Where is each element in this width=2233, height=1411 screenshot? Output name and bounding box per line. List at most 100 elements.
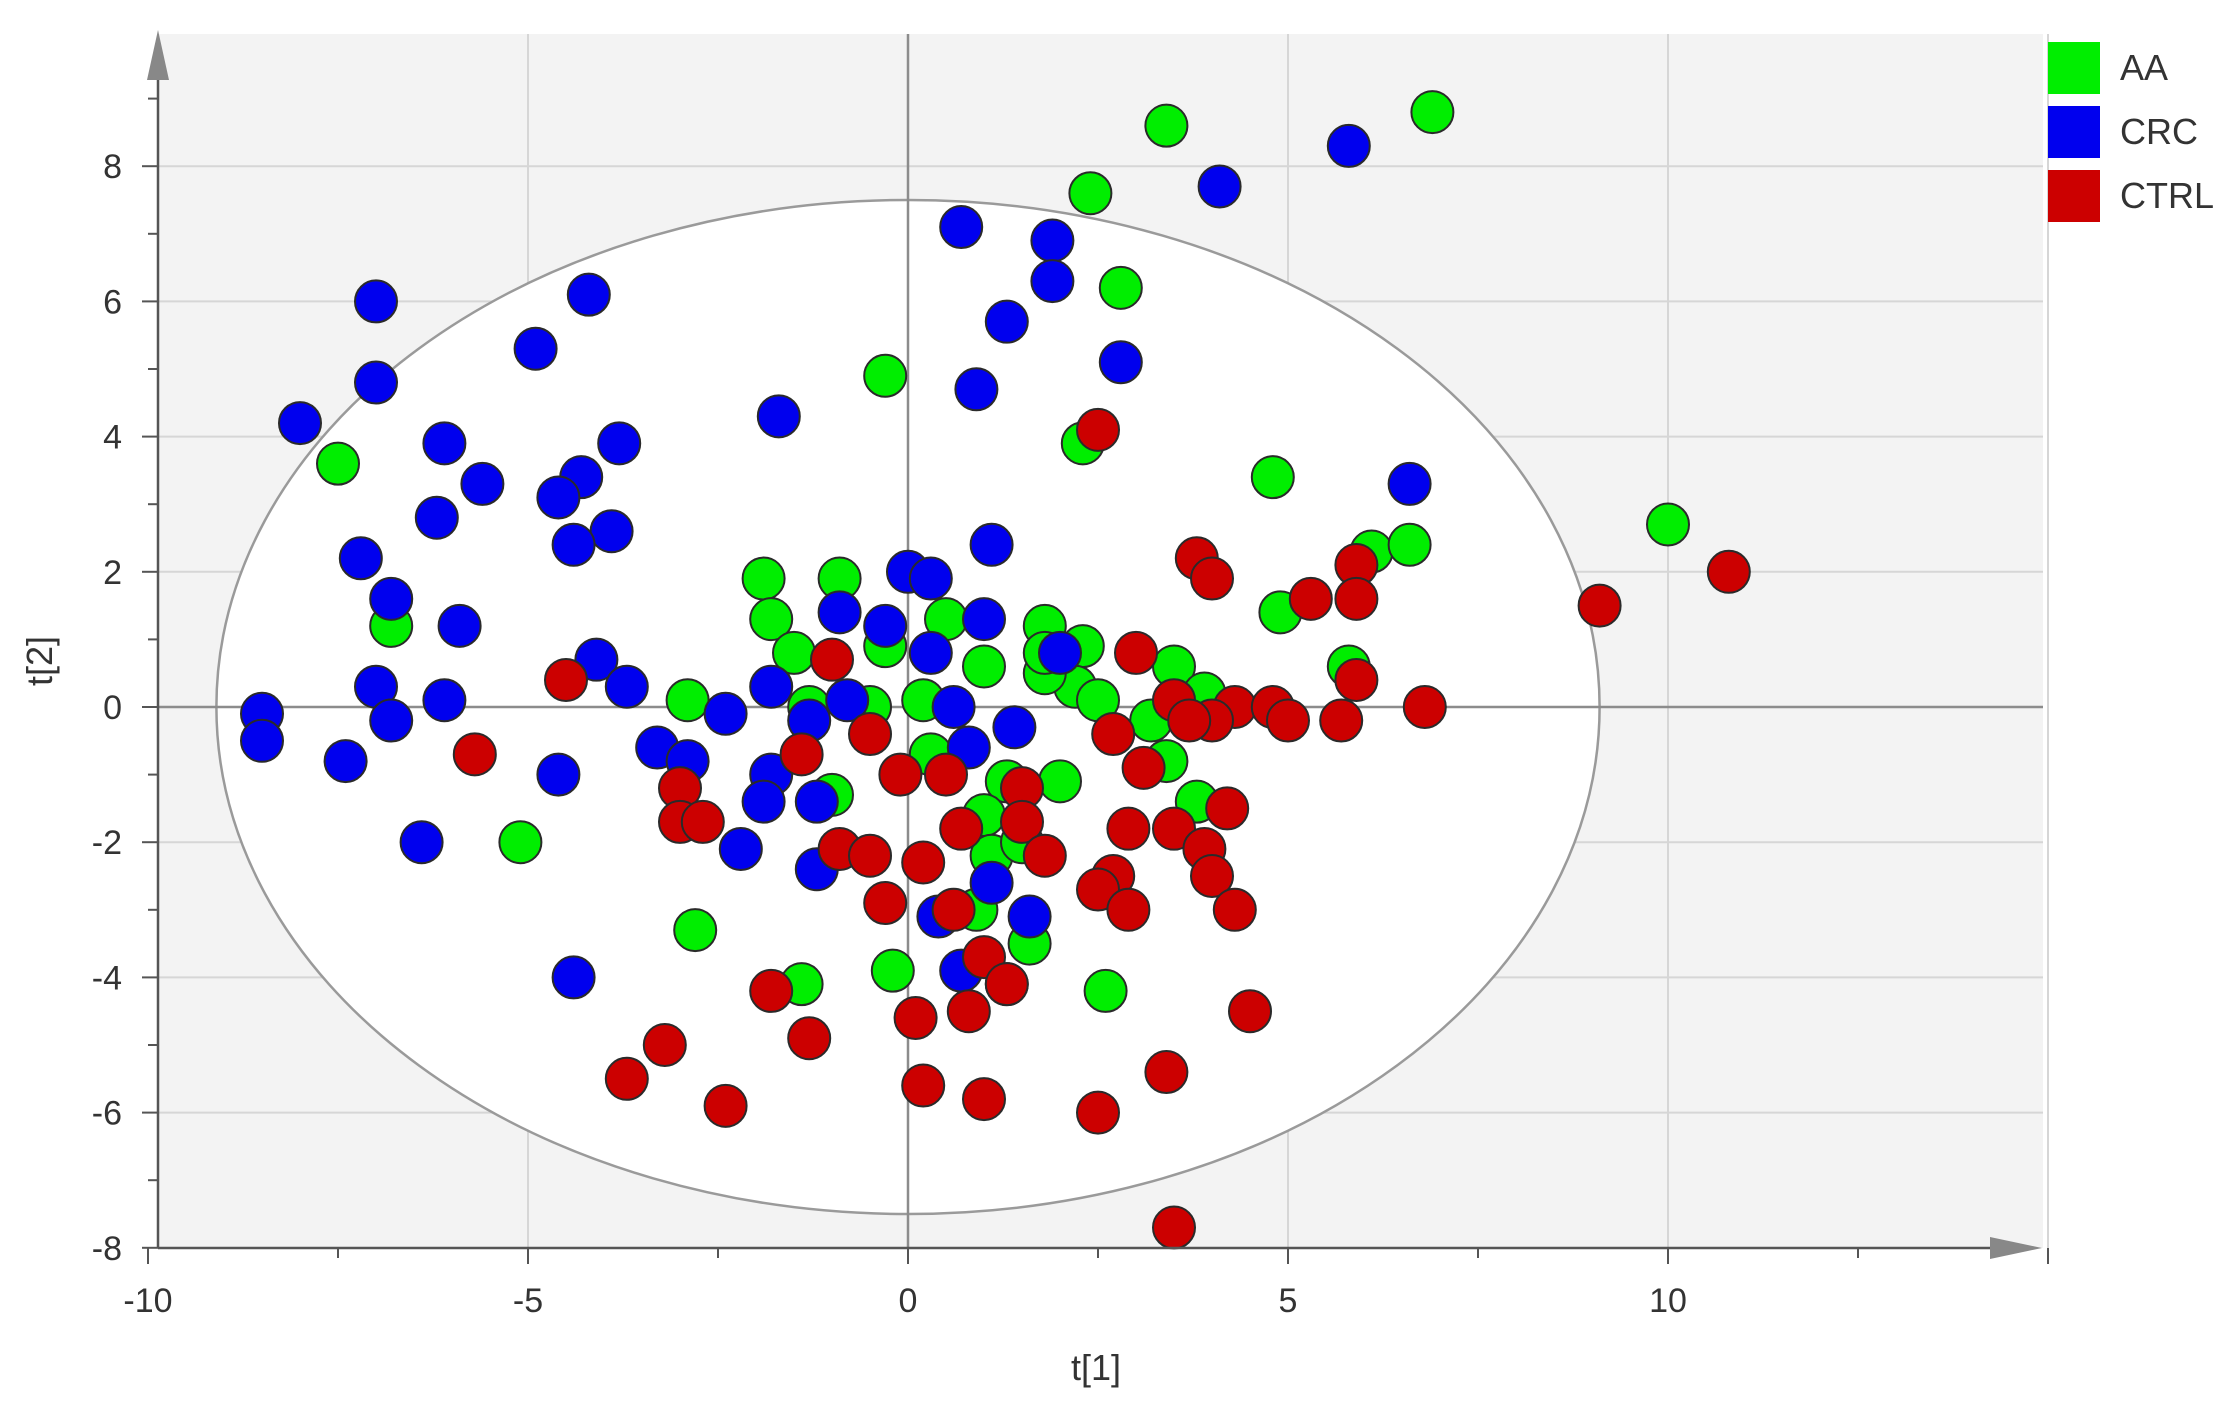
point-crc (589, 509, 634, 554)
point-ctrl (1205, 786, 1250, 831)
point-crc (1387, 461, 1432, 506)
point-ctrl (604, 1056, 649, 1101)
point-aa (1387, 522, 1432, 567)
point-crc (1197, 164, 1242, 209)
legend-swatch-aa (2048, 42, 2100, 94)
point-crc (1098, 340, 1143, 385)
point-ctrl (1212, 887, 1257, 932)
point-crc (414, 495, 459, 540)
point-ctrl (901, 840, 946, 885)
point-aa (316, 441, 360, 486)
point-ctrl (939, 806, 984, 851)
x-axis-label: t[1] (1071, 1347, 1121, 1388)
point-crc (749, 664, 794, 709)
point-crc (323, 739, 368, 784)
legend-label-ctrl: CTRL (2120, 175, 2215, 216)
x-tick-label: 0 (899, 1282, 918, 1320)
point-crc (437, 603, 482, 648)
point-ctrl (893, 995, 938, 1040)
point-crc (354, 360, 398, 405)
point-aa (863, 353, 908, 398)
x-tick-label: 10 (1649, 1282, 1687, 1320)
y-tick-label: -4 (92, 959, 122, 997)
point-crc (278, 401, 322, 446)
point-aa (962, 644, 1006, 689)
y-tick-label: -8 (92, 1230, 122, 1268)
point-aa (1083, 968, 1128, 1013)
y-tick-label: 2 (103, 554, 122, 592)
legend-label-aa: AA (2120, 47, 2169, 88)
point-ctrl (1022, 833, 1067, 878)
point-crc (794, 779, 839, 824)
point-crc (422, 678, 467, 723)
point-ctrl (779, 732, 824, 777)
point-crc (354, 279, 398, 324)
point-ctrl (1076, 1090, 1120, 1135)
point-crc (703, 691, 748, 736)
point-crc (954, 367, 999, 412)
point-crc (513, 326, 558, 371)
point-ctrl (749, 968, 794, 1013)
point-ctrl (1152, 1205, 1196, 1250)
point-ctrl (1288, 576, 1333, 621)
point-crc (369, 698, 414, 743)
point-ctrl (452, 732, 497, 777)
point-ctrl (848, 833, 892, 878)
y-axis-arrow (147, 30, 169, 80)
point-ctrl (1190, 556, 1234, 601)
point-ctrl (1000, 799, 1044, 844)
point-ctrl (1152, 806, 1196, 851)
point-crc (817, 590, 862, 635)
y-tick-label: -6 (92, 1095, 122, 1133)
point-ctrl (1106, 806, 1151, 851)
point-ctrl (1334, 576, 1379, 621)
point-crc (1030, 218, 1075, 263)
point-crc (1030, 259, 1075, 304)
point-ctrl (1334, 657, 1379, 702)
y-tick-label: 8 (103, 148, 122, 186)
point-aa (1038, 759, 1082, 804)
point-aa (665, 678, 710, 723)
point-crc (1007, 894, 1052, 939)
point-aa (1250, 455, 1295, 500)
point-ctrl (1228, 989, 1272, 1034)
y-tick-label: 4 (103, 419, 122, 457)
point-ctrl (642, 1023, 687, 1067)
point-crc (422, 421, 467, 466)
point-crc (1038, 630, 1082, 675)
point-ctrl (1706, 549, 1751, 594)
point-crc (604, 664, 649, 709)
point-aa (1068, 171, 1113, 216)
point-crc (939, 205, 984, 250)
point-crc (566, 272, 611, 317)
legend: AA CRC CTRL (2048, 36, 2214, 228)
point-crc (908, 630, 953, 675)
point-ctrl (1319, 698, 1364, 743)
point-crc (931, 685, 976, 729)
point-aa (1098, 265, 1143, 310)
point-crc (460, 461, 505, 506)
point-crc (969, 522, 1014, 567)
point-aa (1410, 90, 1455, 135)
point-crc (908, 556, 953, 601)
point-ctrl (680, 799, 725, 844)
point-ctrl (1577, 583, 1622, 628)
point-crc (741, 779, 786, 824)
point-ctrl (863, 881, 908, 926)
point-crc (969, 860, 1014, 905)
point-crc (574, 637, 619, 682)
point-ctrl (544, 657, 588, 702)
point-ctrl (1167, 698, 1212, 743)
point-crc (369, 576, 414, 621)
point-aa (741, 556, 786, 601)
legend-swatch-crc (2048, 106, 2100, 158)
y-tick-label: 0 (103, 689, 122, 727)
axes (147, 30, 2042, 1259)
point-ctrl (931, 887, 976, 932)
point-ctrl (1114, 630, 1158, 675)
x-tick-label: -5 (513, 1282, 543, 1320)
point-aa (498, 820, 543, 865)
legend-label-crc: CRC (2120, 111, 2198, 152)
